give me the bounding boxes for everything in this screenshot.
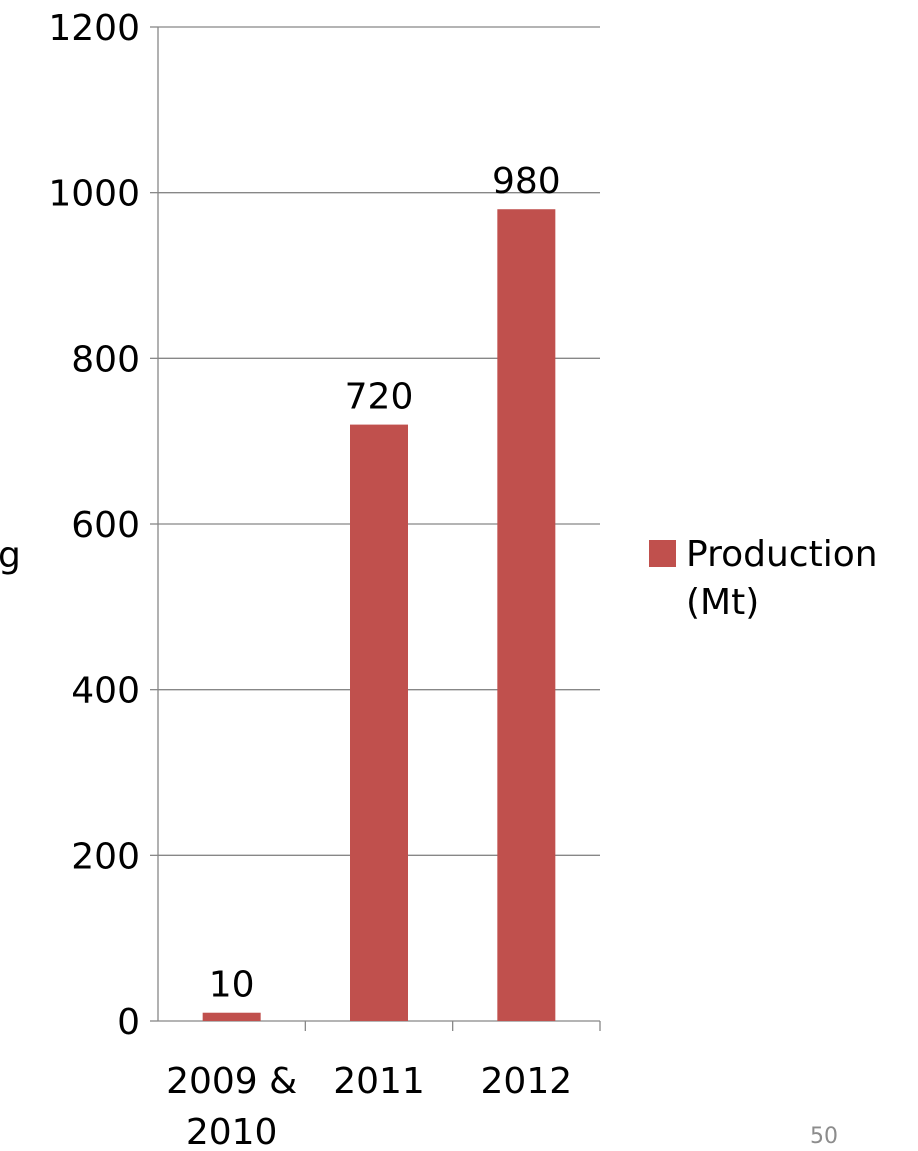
x-tick-label-0-line2: 2010	[186, 1112, 278, 1151]
x-tick-label-2: 2012	[481, 1061, 573, 1102]
y-tick-label: 1200	[48, 8, 140, 49]
legend-label: Production	[686, 534, 878, 575]
y-tick-label: 600	[71, 505, 140, 546]
data-label-2: 980	[492, 161, 561, 202]
legend: Production (Mt)	[649, 534, 878, 623]
x-tick-label-0: 2009 &	[166, 1061, 297, 1102]
bar-1	[350, 424, 408, 1022]
x-tick-label-1: 2011	[333, 1061, 425, 1102]
y-tick-label: 0	[117, 1002, 140, 1043]
bar-0	[202, 1012, 261, 1021]
x-tick-labels: 2009 & 2010 2011 2012	[166, 1061, 572, 1151]
y-tick-label: 800	[71, 339, 140, 380]
bars	[202, 209, 556, 1022]
data-label-0: 10	[209, 965, 255, 1006]
slide-number: 50	[810, 1124, 838, 1149]
data-labels: 10 720 980	[209, 161, 561, 1005]
y-tick-labels: 0 200 400 600 800 1000 1200	[48, 8, 140, 1043]
bar-2	[497, 209, 556, 1021]
legend-swatch	[649, 540, 676, 567]
legend-label-line2: (Mt)	[686, 582, 759, 623]
data-label-1: 720	[345, 377, 414, 418]
y-axis-label-fragment: g	[0, 535, 21, 576]
y-tick-label: 1000	[48, 174, 140, 215]
y-tick-label: 200	[71, 836, 140, 877]
y-tick-label: 400	[71, 671, 140, 712]
